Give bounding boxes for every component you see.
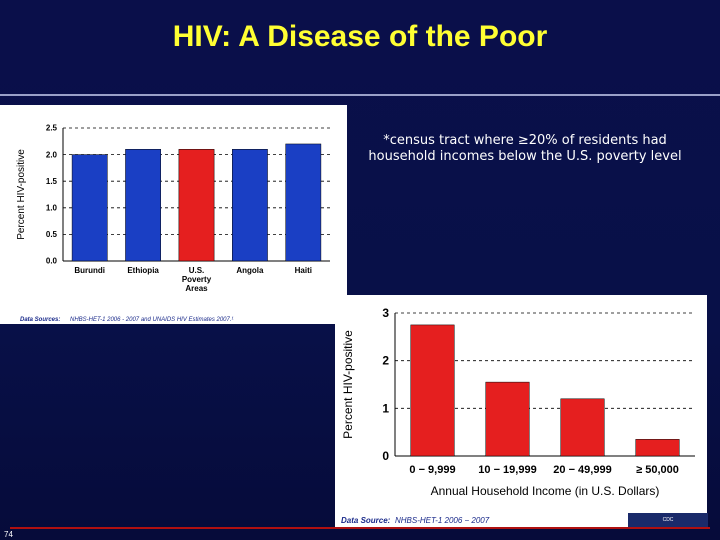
footnote-census-tract: *census tract where ≥20% of residents ha… bbox=[368, 133, 682, 164]
y-tick-label: 0.5 bbox=[46, 230, 58, 239]
x-category-label: 20 − 49,999 bbox=[553, 464, 611, 476]
bar bbox=[125, 149, 161, 262]
cdc-logo-box: CDC bbox=[628, 513, 708, 527]
bar bbox=[410, 324, 455, 457]
data-source-label: Data Source: bbox=[341, 516, 391, 525]
chart-hiv-by-income: 0 1 2 3 Percent HIV-positive 0 − 9,999 10 − 19… bbox=[335, 295, 707, 528]
y-axis-label: Percent HIV-positive bbox=[16, 149, 27, 240]
bar bbox=[635, 439, 680, 457]
x-category-label: Burundi bbox=[74, 266, 105, 275]
y-tick-label: 2 bbox=[382, 354, 389, 368]
x-category-label: Angola bbox=[236, 266, 264, 275]
bar bbox=[71, 154, 108, 262]
y-tick-label: 3 bbox=[382, 306, 389, 320]
x-category-label: Haiti bbox=[295, 266, 312, 275]
y-tick-label: 1.0 bbox=[46, 203, 58, 212]
slide-number: 74 bbox=[4, 530, 13, 539]
y-tick-label: 1 bbox=[382, 401, 389, 415]
bar bbox=[285, 143, 322, 262]
chart-hiv-by-country: 0.0 0.5 1.0 1.5 2.0 2.5 Percent HIV-positive Bu… bbox=[0, 105, 347, 324]
data-source-text: NHBS-HET-1 2006 - 2007 and UNAIDS HIV Es… bbox=[70, 317, 234, 323]
slide-title: HIV: A Disease of the Poor bbox=[172, 20, 548, 53]
x-category-label: 0 − 9,999 bbox=[409, 464, 455, 476]
bar bbox=[485, 381, 530, 457]
y-tick-label: 1.5 bbox=[46, 177, 58, 186]
y-tick-label: 2.5 bbox=[46, 124, 58, 133]
x-axis-label: Annual Household Income (in U.S. Dollars… bbox=[431, 484, 660, 498]
bar bbox=[232, 149, 268, 262]
x-category-label: ≥ 50,000 bbox=[636, 464, 679, 476]
bar bbox=[560, 398, 605, 457]
chart-hiv-by-income-svg: 0 1 2 3 Percent HIV-positive 0 − 9,999 10 − 19… bbox=[341, 306, 695, 525]
data-source-text: NHBS-HET-1 2006 − 2007 bbox=[395, 516, 490, 525]
y-axis-label: Percent HIV-positive bbox=[341, 330, 355, 439]
x-category-label: Ethiopia bbox=[127, 266, 159, 275]
x-category-label: U.S. Poverty Areas bbox=[182, 266, 212, 293]
chart-hiv-by-country-svg: 0.0 0.5 1.0 1.5 2.0 2.5 Percent HIV-positive Bu… bbox=[16, 124, 330, 323]
bar bbox=[178, 149, 215, 262]
data-source-label: Data Sources: bbox=[20, 317, 60, 323]
bottom-divider bbox=[10, 527, 710, 529]
title-divider bbox=[0, 94, 720, 96]
y-tick-label: 0.0 bbox=[46, 257, 58, 266]
x-category-label: 10 − 19,999 bbox=[478, 464, 536, 476]
y-tick-label: 0 bbox=[382, 449, 389, 463]
y-tick-label: 2.0 bbox=[46, 150, 58, 159]
